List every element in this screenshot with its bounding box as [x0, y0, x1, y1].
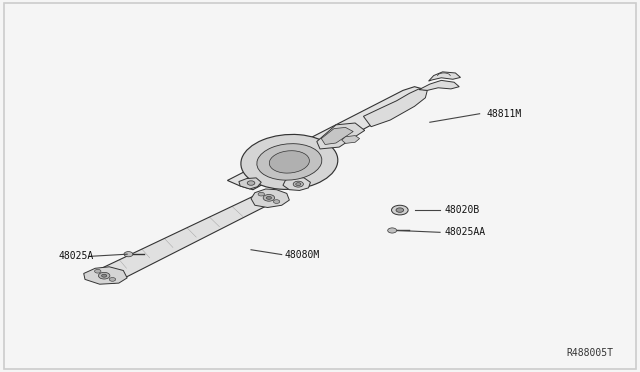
Polygon shape: [95, 195, 272, 283]
Ellipse shape: [257, 144, 322, 180]
Polygon shape: [227, 87, 426, 190]
Polygon shape: [84, 267, 127, 284]
Circle shape: [296, 183, 301, 186]
Circle shape: [273, 200, 280, 203]
Polygon shape: [251, 189, 289, 208]
Polygon shape: [239, 178, 261, 189]
Circle shape: [99, 272, 110, 279]
Circle shape: [258, 192, 264, 196]
Polygon shape: [321, 128, 353, 144]
Text: 48080M: 48080M: [285, 250, 320, 260]
Text: 48020B: 48020B: [445, 205, 480, 215]
Circle shape: [263, 195, 275, 201]
Circle shape: [109, 278, 116, 281]
Text: R488005T: R488005T: [567, 348, 614, 358]
Text: 48025AA: 48025AA: [445, 227, 486, 237]
Circle shape: [102, 274, 107, 277]
Ellipse shape: [269, 151, 309, 173]
Circle shape: [388, 228, 397, 233]
Text: 48811M: 48811M: [486, 109, 522, 119]
Circle shape: [124, 251, 133, 257]
Circle shape: [247, 181, 255, 185]
Polygon shape: [429, 72, 461, 81]
Circle shape: [396, 208, 404, 212]
Ellipse shape: [241, 134, 338, 189]
Polygon shape: [364, 89, 428, 127]
Text: 48025A: 48025A: [58, 251, 93, 262]
Polygon shape: [342, 136, 360, 143]
Polygon shape: [317, 123, 365, 149]
Polygon shape: [283, 177, 310, 190]
Circle shape: [392, 205, 408, 215]
Circle shape: [293, 181, 303, 187]
Polygon shape: [419, 80, 460, 90]
Circle shape: [95, 269, 101, 273]
Circle shape: [266, 196, 271, 199]
